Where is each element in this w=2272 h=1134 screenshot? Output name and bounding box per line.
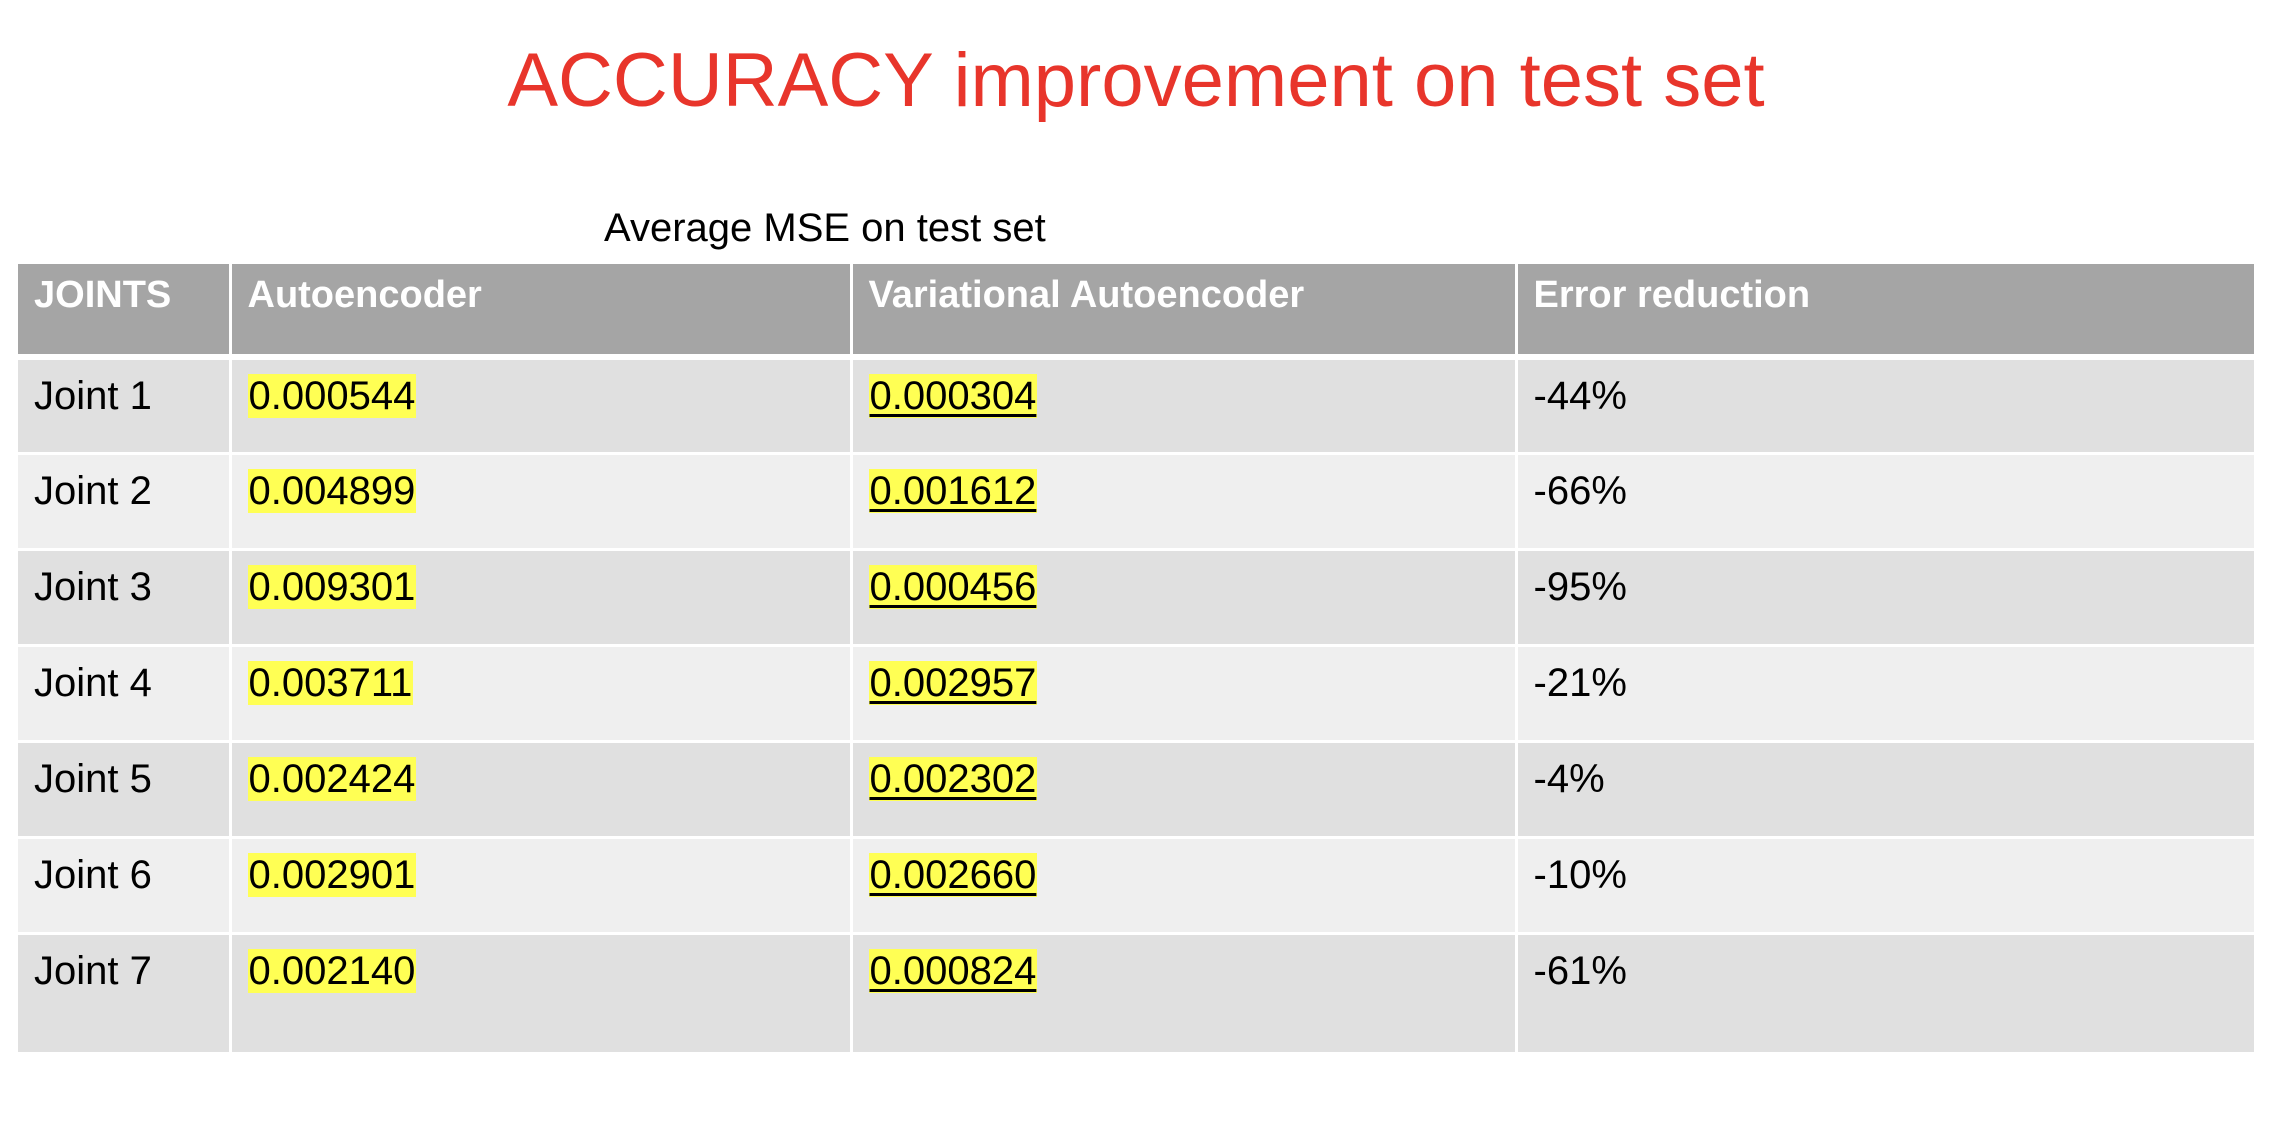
autoencoder-cell: 0.002901 xyxy=(230,837,853,935)
vae-cell: 0.002957 xyxy=(851,645,1518,743)
table-caption: Average MSE on test set xyxy=(604,206,1046,250)
error-reduction-cell: -95% xyxy=(1516,549,2254,647)
vae-value: 0.000824 xyxy=(868,948,1038,993)
vae-cell: 0.002660 xyxy=(851,837,1518,935)
joint-cell: Joint 2 xyxy=(18,453,232,551)
joint-cell: Joint 5 xyxy=(18,741,232,839)
joint-cell: Joint 4 xyxy=(18,645,232,743)
column-header-joints: JOINTS xyxy=(18,264,232,360)
vae-cell: 0.000304 xyxy=(851,357,1518,455)
joint-cell: Joint 1 xyxy=(18,357,232,455)
error-reduction-cell: -21% xyxy=(1516,645,2254,743)
autoencoder-cell: 0.004899 xyxy=(230,453,853,551)
joint-cell: Joint 7 xyxy=(18,933,232,1055)
vae-cell: 0.002302 xyxy=(851,741,1518,839)
table-row: Joint 5 0.002424 0.002302 -4% xyxy=(18,741,2254,839)
vae-value: 0.000456 xyxy=(868,564,1038,609)
results-table: JOINTS Autoencoder Variational Autoencod… xyxy=(18,264,2254,1055)
error-reduction-cell: -10% xyxy=(1516,837,2254,935)
error-reduction-cell: -4% xyxy=(1516,741,2254,839)
vae-value: 0.002660 xyxy=(868,852,1038,897)
autoencoder-value: 0.004899 xyxy=(247,468,417,513)
table-header-row: JOINTS Autoencoder Variational Autoencod… xyxy=(18,264,2254,360)
autoencoder-cell: 0.003711 xyxy=(230,645,853,743)
autoencoder-value: 0.009301 xyxy=(247,564,417,609)
table-row: Joint 3 0.009301 0.000456 -95% xyxy=(18,549,2254,647)
table-row: Joint 7 0.002140 0.000824 -61% xyxy=(18,933,2254,1055)
vae-value: 0.002302 xyxy=(868,756,1038,801)
autoencoder-cell: 0.000544 xyxy=(230,357,853,455)
autoencoder-cell: 0.002424 xyxy=(230,741,853,839)
vae-value: 0.002957 xyxy=(868,660,1038,705)
vae-value: 0.000304 xyxy=(868,374,1038,418)
autoencoder-value: 0.000544 xyxy=(247,374,417,418)
autoencoder-value: 0.002901 xyxy=(247,852,417,897)
error-reduction-cell: -44% xyxy=(1516,357,2254,455)
table-row: Joint 1 0.000544 0.000304 -44% xyxy=(18,357,2254,455)
vae-cell: 0.000824 xyxy=(851,933,1518,1055)
joint-cell: Joint 3 xyxy=(18,549,232,647)
slide-title: ACCURACY improvement on test set xyxy=(507,38,1765,123)
column-header-vae: Variational Autoencoder xyxy=(851,264,1518,360)
table-row: Joint 2 0.004899 0.001612 -66% xyxy=(18,453,2254,551)
autoencoder-value: 0.002140 xyxy=(247,948,417,993)
joint-cell: Joint 6 xyxy=(18,837,232,935)
autoencoder-cell: 0.009301 xyxy=(230,549,853,647)
vae-value: 0.001612 xyxy=(868,468,1038,513)
vae-cell: 0.001612 xyxy=(851,453,1518,551)
table-row: Joint 6 0.002901 0.002660 -10% xyxy=(18,837,2254,935)
error-reduction-cell: -61% xyxy=(1516,933,2254,1055)
column-header-error-reduction: Error reduction xyxy=(1516,264,2254,360)
column-header-autoencoder: Autoencoder xyxy=(230,264,853,360)
autoencoder-value: 0.002424 xyxy=(247,756,417,801)
error-reduction-cell: -66% xyxy=(1516,453,2254,551)
autoencoder-value: 0.003711 xyxy=(247,660,414,705)
table-row: Joint 4 0.003711 0.002957 -21% xyxy=(18,645,2254,743)
vae-cell: 0.000456 xyxy=(851,549,1518,647)
autoencoder-cell: 0.002140 xyxy=(230,933,853,1055)
